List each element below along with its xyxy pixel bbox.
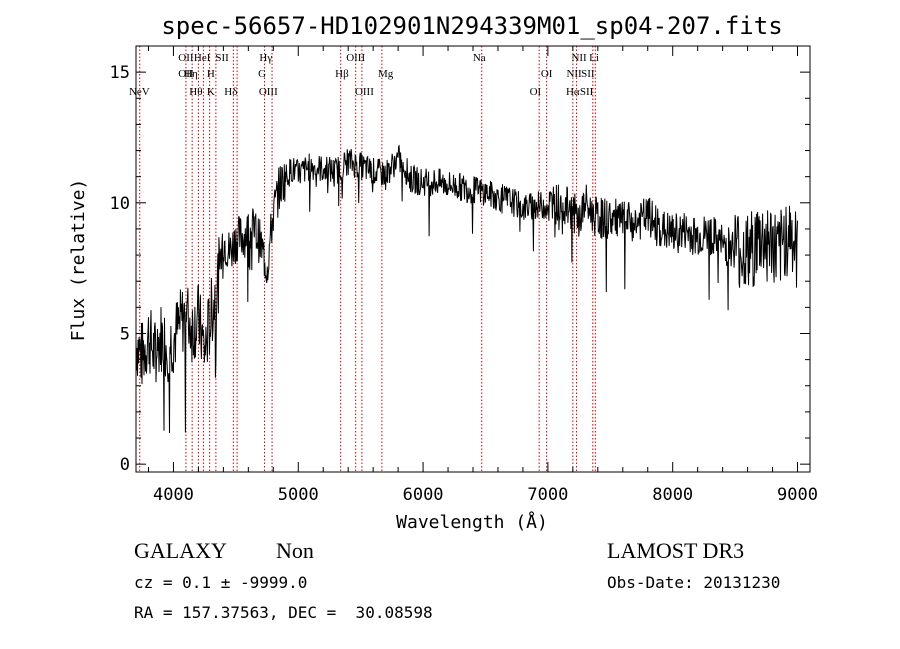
survey-label: LAMOST DR3	[607, 538, 745, 563]
line-label: Hθ	[189, 86, 202, 98]
obs-date: Obs-Date: 20131230	[607, 573, 781, 592]
y-axis: 0 5 10 15	[110, 63, 810, 475]
x-tick-label: 5000	[278, 485, 319, 505]
line-label: Hδ	[224, 86, 237, 98]
line-label: Hη	[184, 68, 198, 80]
line-label: OII	[178, 68, 194, 80]
line-label: Hα	[566, 86, 580, 98]
x-axis: 4000 5000 6000 7000 8000 9000	[147, 46, 818, 505]
object-class: GALAXY	[134, 538, 227, 563]
spectrum-line	[135, 144, 798, 434]
line-label: OIII	[355, 86, 374, 98]
y-tick-label: 5	[120, 324, 130, 344]
y-tick-label: 10	[110, 194, 130, 214]
coordinates: RA = 157.37563, DEC = 30.08598	[134, 603, 433, 622]
line-label: Na	[473, 52, 486, 64]
line-label: H	[207, 68, 215, 80]
x-tick-label: 6000	[403, 485, 444, 505]
line-label: OII	[178, 52, 194, 64]
y-tick-label: 0	[120, 455, 130, 475]
line-label: NII	[571, 52, 587, 64]
line-label: NeV	[129, 86, 150, 98]
line-label: G	[258, 68, 266, 80]
x-tick-label: 9000	[777, 485, 818, 505]
line-label: Li	[589, 52, 599, 64]
line-label: OI	[530, 86, 542, 98]
line-label: HeI	[194, 52, 211, 64]
line-label: Mg	[378, 68, 394, 80]
line-label: SII	[581, 68, 595, 80]
x-tick-label: 4000	[153, 485, 194, 505]
y-axis-label: Flux (relative)	[68, 179, 89, 342]
line-label: OIII	[259, 86, 278, 98]
line-labels: NeVOIIOIIHηHθHeIHKSIIHδHγGOIIIHβOIIIOIII…	[129, 52, 599, 98]
chart-title: spec-56657-HD102901N294339M01_sp04-207.f…	[161, 12, 782, 40]
line-label: NII	[566, 68, 582, 80]
line-label: Hγ	[259, 52, 272, 64]
line-label: OIII	[346, 52, 365, 64]
line-label: OI	[541, 68, 553, 80]
y-tick-label: 15	[110, 63, 130, 83]
object-subclass: Non	[276, 538, 314, 563]
x-tick-label: 7000	[527, 485, 568, 505]
line-markers	[139, 46, 596, 472]
line-label: Hβ	[335, 68, 349, 80]
line-label: K	[207, 86, 215, 98]
redshift-line: cz = 0.1 ± -9999.0	[134, 573, 308, 592]
x-axis-label: Wavelength (Å)	[396, 511, 548, 533]
line-label: SII	[215, 52, 229, 64]
x-tick-label: 8000	[652, 485, 693, 505]
line-label: SII	[580, 86, 594, 98]
